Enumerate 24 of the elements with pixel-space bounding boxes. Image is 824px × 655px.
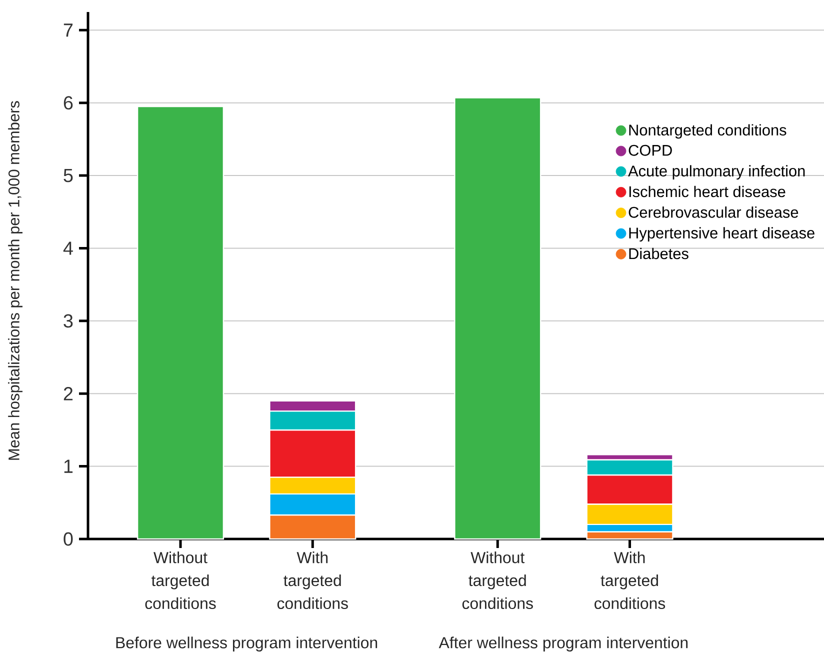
text: Before wellness program intervention	[116, 636, 378, 652]
y-tick-label: 3	[64, 314, 73, 328]
bar	[136, 106, 224, 540]
x-tick-label: Without targeted conditions	[145, 552, 216, 610]
legend-label: Ischemic heart disease	[629, 186, 786, 198]
y-tick-label: 0	[64, 532, 73, 546]
y-tick-label: 1	[64, 460, 73, 473]
legend-label: COPD	[628, 144, 672, 156]
legend-label: Hypertensive heart disease	[629, 227, 814, 242]
bar	[454, 97, 542, 540]
x-tick-label: With targeted conditions	[594, 552, 666, 610]
legend-label: Diabetes	[629, 248, 688, 260]
y-axis-title: Mean hospitalizations per month per 1,000 members	[8, 101, 22, 460]
y-tick-label: 6	[64, 96, 73, 110]
y-tick-label: 7	[64, 24, 73, 37]
legend-label: Cerebrovascular disease	[628, 206, 798, 218]
legend-label: Nontargeted conditions	[629, 124, 786, 139]
x-tick-label: With targeted conditions	[277, 552, 348, 610]
y-tick-label: 4	[63, 242, 73, 255]
text: After wellness program intervention	[438, 636, 688, 652]
y-tick-label: 5	[64, 168, 73, 182]
y-tick-label: 2	[64, 387, 73, 400]
legend-label: Acute pulmonary infection	[628, 165, 805, 180]
x-tick-label: Without targeted conditions	[462, 552, 533, 610]
